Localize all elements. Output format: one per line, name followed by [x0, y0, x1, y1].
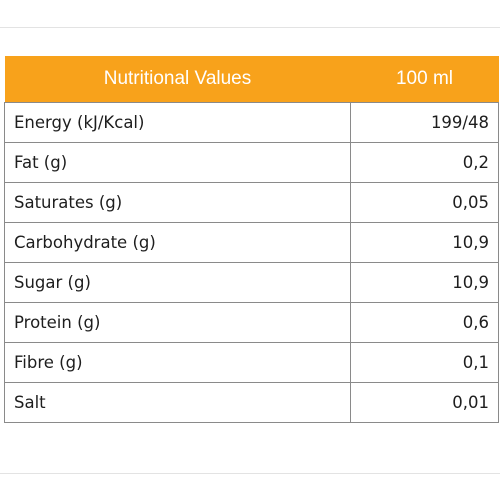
row-protein-label: Protein (g) [4, 302, 351, 343]
row-sugar-value: 10,9 [350, 262, 499, 303]
table-row: Fibre (g) 0,1 [4, 342, 499, 383]
table-row: Salt 0,01 [4, 382, 499, 423]
table-row: Energy (kJ/Kcal) 199/48 [4, 102, 499, 143]
row-salt-value: 0,01 [350, 382, 499, 423]
top-divider [0, 27, 500, 28]
header-nutrient: Nutritional Values [4, 56, 351, 103]
table-row: Carbohydrate (g) 10,9 [4, 222, 499, 263]
row-fibre-label: Fibre (g) [4, 342, 351, 383]
row-saturates-value: 0,05 [350, 182, 499, 223]
row-carbohydrate-value: 10,9 [350, 222, 499, 263]
table-body: Energy (kJ/Kcal) 199/48 Fat (g) 0,2 Satu… [4, 102, 499, 423]
row-energy-value: 199/48 [350, 102, 499, 143]
nutrition-table: Nutritional Values 100 ml Energy (kJ/Kca… [4, 56, 499, 423]
table-header: Nutritional Values 100 ml [4, 56, 499, 103]
row-fibre-value: 0,1 [350, 342, 499, 383]
table-row: Fat (g) 0,2 [4, 142, 499, 183]
row-carbohydrate-label: Carbohydrate (g) [4, 222, 351, 263]
row-protein-value: 0,6 [350, 302, 499, 343]
table-row: Sugar (g) 10,9 [4, 262, 499, 303]
row-saturates-label: Saturates (g) [4, 182, 351, 223]
row-energy-label: Energy (kJ/Kcal) [4, 102, 351, 143]
table-row: Saturates (g) 0,05 [4, 182, 499, 223]
row-sugar-label: Sugar (g) [4, 262, 351, 303]
row-salt-label: Salt [4, 382, 351, 423]
row-fat-label: Fat (g) [4, 142, 351, 183]
header-row: Nutritional Values 100 ml [4, 56, 499, 103]
bottom-divider [0, 473, 500, 474]
header-per-100ml: 100 ml [350, 56, 499, 103]
row-fat-value: 0,2 [350, 142, 499, 183]
table-row: Protein (g) 0,6 [4, 302, 499, 343]
